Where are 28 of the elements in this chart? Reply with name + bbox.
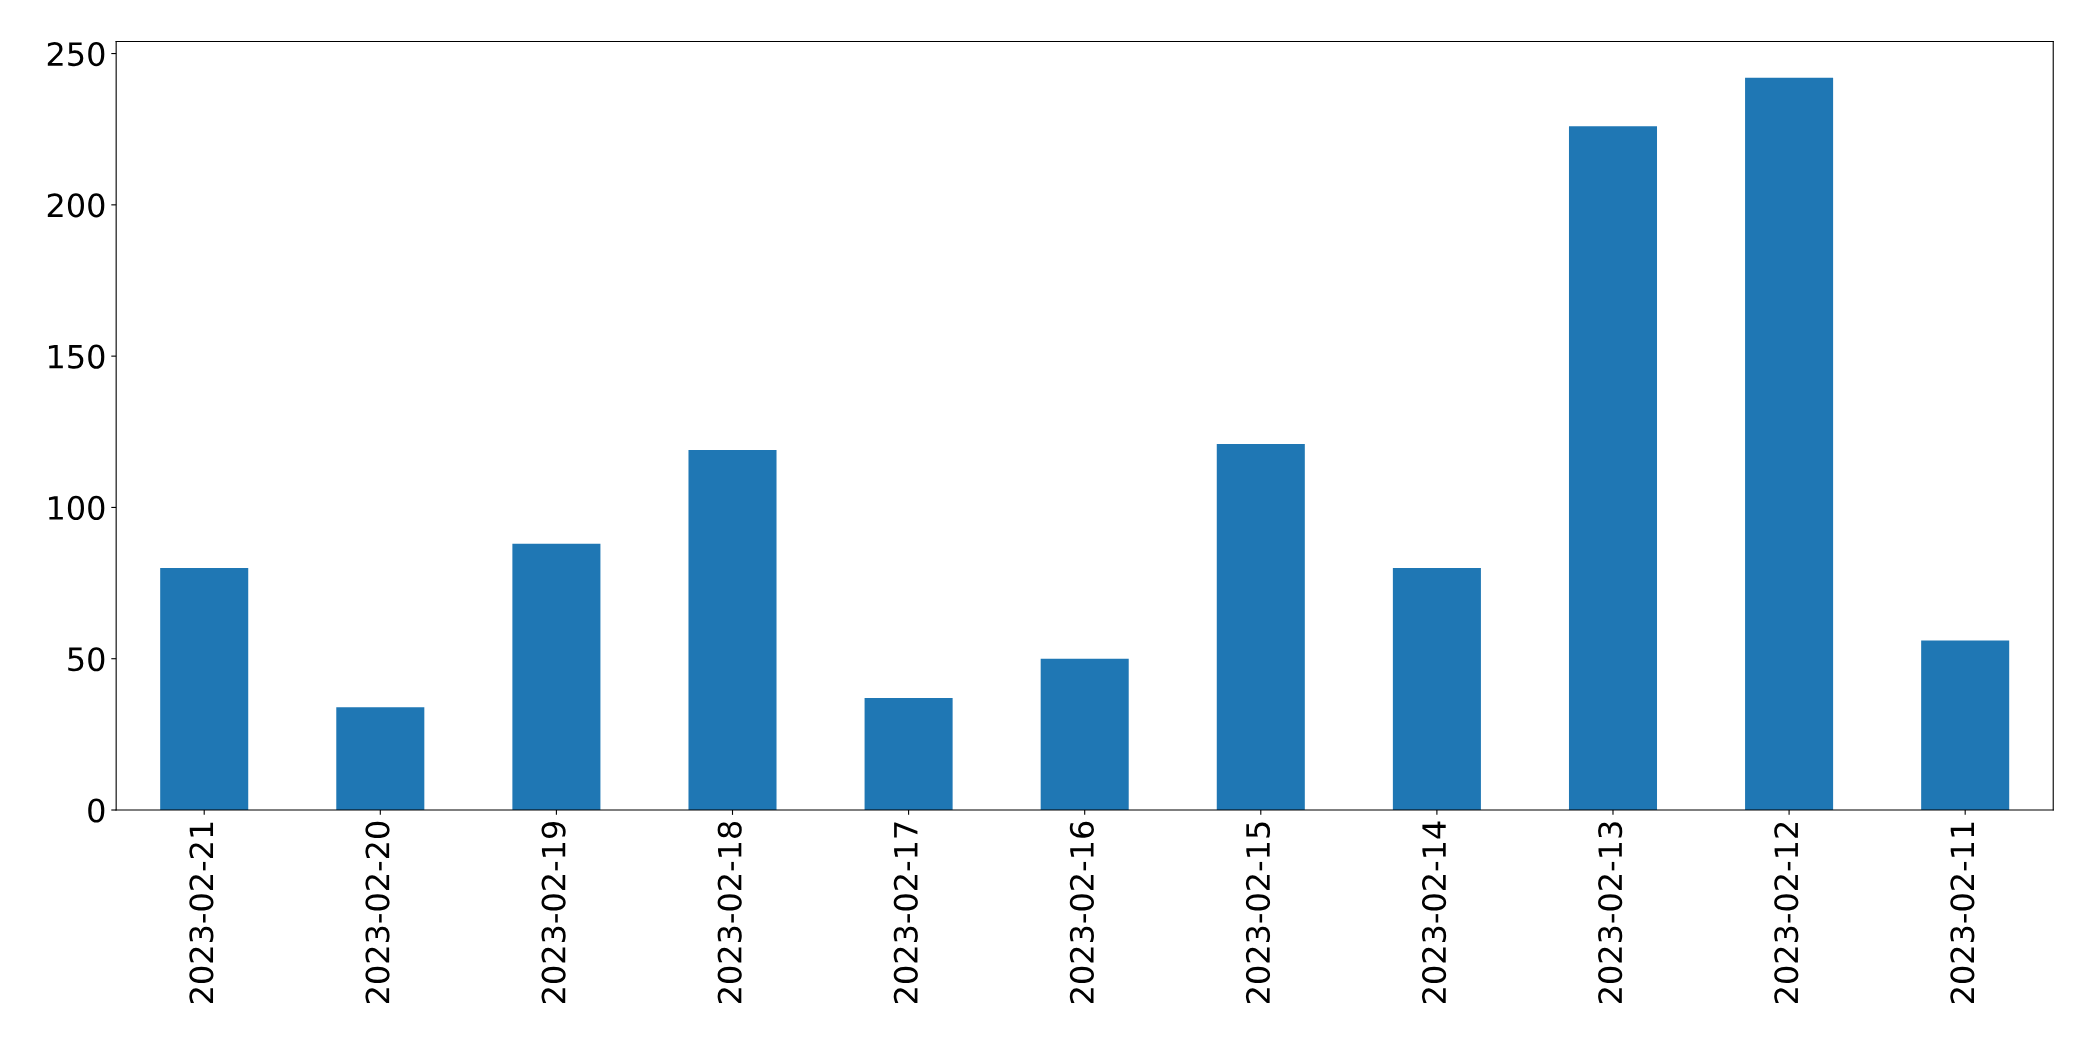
- x-tick-label: 2023-02-15: [1245, 822, 1271, 1004]
- x-tick-label: 2023-02-17: [893, 822, 918, 1004]
- bar: [688, 449, 777, 811]
- x-tick-label: 2023-02-16: [1069, 821, 1094, 1004]
- x-tick-label: 2023-02-20: [365, 821, 390, 1004]
- bar: [1921, 640, 2010, 811]
- x-tick-label: 2023-02-18: [717, 821, 742, 1004]
- x-tick-label: 2023-02-13: [1598, 822, 1623, 1004]
- y-tick-label: 50: [68, 647, 105, 672]
- x-tick-label: 2023-02-11: [1950, 822, 1975, 1004]
- x-tick-label: 2023-02-19: [541, 821, 566, 1004]
- bar: [160, 567, 249, 811]
- bar: [1568, 126, 1658, 811]
- y-tick-label: 200: [47, 193, 105, 218]
- x-tick-label: 2023-02-14: [1422, 821, 1447, 1004]
- y-tick-label: 100: [48, 495, 105, 521]
- y-tick-label: 150: [48, 344, 105, 369]
- x-tick-label: 2023-02-12: [1774, 822, 1799, 1004]
- bar: [1745, 77, 1834, 811]
- bar: [1040, 658, 1129, 811]
- bar: [1216, 443, 1305, 811]
- bar: [864, 698, 953, 811]
- y-tick-label: 250: [47, 41, 105, 67]
- bar: [1392, 567, 1481, 811]
- y-tick-label: 0: [88, 798, 105, 823]
- bar: [336, 707, 425, 811]
- bar: [512, 543, 601, 811]
- x-tick-label: 2023-02-21: [189, 822, 214, 1004]
